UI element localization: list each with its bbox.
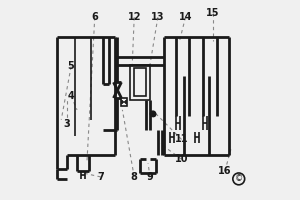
Text: 15: 15 <box>206 8 220 18</box>
Text: 7: 7 <box>97 172 104 182</box>
Text: 10: 10 <box>175 154 188 164</box>
Text: 16: 16 <box>218 166 232 176</box>
Text: 6: 6 <box>92 12 98 22</box>
Text: ©: © <box>235 174 243 183</box>
Text: 13: 13 <box>151 12 165 22</box>
Text: 11: 11 <box>175 134 188 144</box>
Text: 9: 9 <box>147 172 153 182</box>
Text: 4: 4 <box>68 91 74 101</box>
Bar <box>122 98 127 106</box>
Bar <box>134 68 146 96</box>
Bar <box>130 64 150 100</box>
Text: 14: 14 <box>179 12 192 22</box>
Text: 5: 5 <box>68 61 74 71</box>
Text: 3: 3 <box>64 119 70 129</box>
Text: 12: 12 <box>128 12 141 22</box>
Text: 8: 8 <box>131 172 138 182</box>
